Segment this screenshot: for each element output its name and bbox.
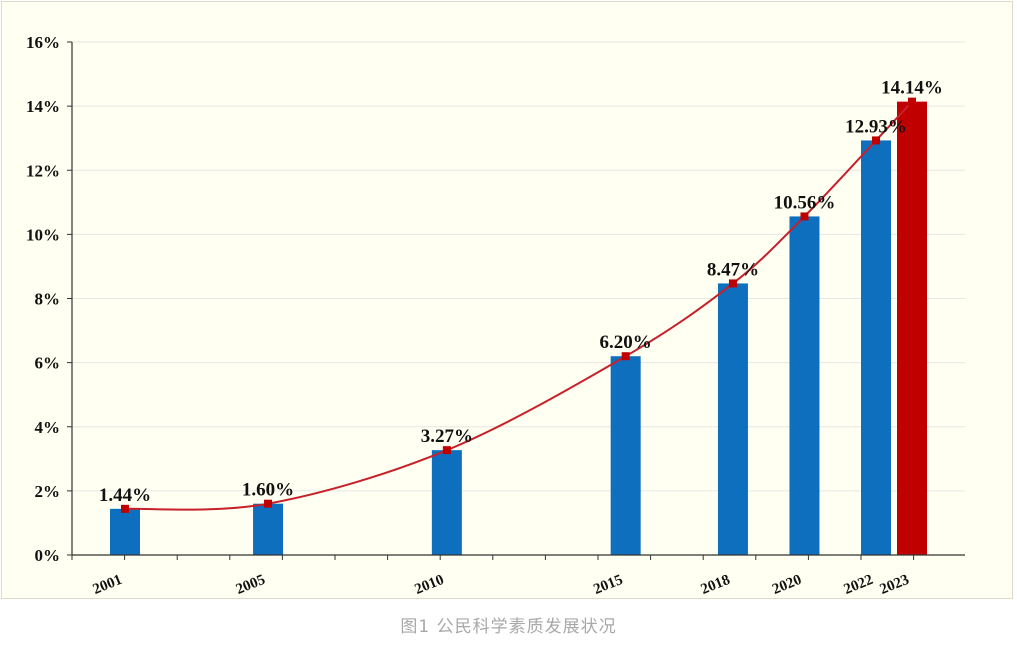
x-tick-label: 2018 bbox=[699, 572, 733, 598]
bar-highlight bbox=[897, 101, 927, 555]
trend-line bbox=[121, 97, 916, 513]
data-label: 6.20% bbox=[600, 332, 652, 353]
y-tick-label: 10% bbox=[26, 225, 60, 244]
x-tick-label: 2023 bbox=[878, 572, 912, 598]
axes bbox=[67, 41, 965, 560]
chart-frame: 0% 2% 4% 6% 8% 10% 12% 14% 16% 2001 2005 2010 2015 2… bbox=[1, 1, 1013, 599]
trend-line-marker bbox=[872, 136, 880, 145]
data-label: 1.44% bbox=[99, 485, 151, 506]
trend-line-marker bbox=[442, 446, 451, 455]
data-label: 3.27% bbox=[421, 426, 473, 447]
x-tick-label: 2005 bbox=[234, 572, 268, 598]
x-tick-label: 2022 bbox=[842, 572, 876, 598]
bars bbox=[110, 101, 927, 556]
y-tick-label: 12% bbox=[26, 161, 60, 180]
bar bbox=[110, 508, 140, 555]
trend-line-marker bbox=[728, 279, 737, 288]
y-tick-label: 16% bbox=[26, 33, 60, 52]
y-tick-label: 2% bbox=[35, 482, 61, 501]
data-label: 1.60% bbox=[242, 480, 294, 501]
trend-line-marker bbox=[264, 499, 273, 508]
y-tick-label: 14% bbox=[26, 97, 60, 116]
bar bbox=[861, 140, 891, 555]
y-tick-label: 4% bbox=[35, 418, 61, 437]
trend-line-marker bbox=[121, 504, 129, 513]
bar bbox=[253, 503, 284, 555]
data-label: 8.47% bbox=[707, 259, 759, 280]
bar-line-chart: 0%2%4%6%8%10%12%14%16% 2001 2005 2010 2015 2… bbox=[26, 33, 965, 598]
y-tick-label: 0% bbox=[35, 546, 61, 565]
bar bbox=[789, 216, 820, 556]
data-label: 14.14% bbox=[881, 78, 943, 99]
figure-caption: 图1 公民科学素质发展状况 bbox=[400, 617, 617, 637]
x-tick-label: 2015 bbox=[591, 572, 625, 598]
bar bbox=[610, 356, 641, 555]
trend-line-marker bbox=[621, 352, 630, 361]
y-tick-label: 6% bbox=[35, 354, 61, 373]
data-label: 12.93% bbox=[845, 116, 907, 137]
bar bbox=[717, 283, 748, 555]
y-axis-ticks: 0% 2% 4% 6% 8% 10% 12% 14% 16% bbox=[26, 33, 60, 565]
data-labels: 1.44% 1.60% 3.27% 6.20% 8.47% 10.56% 12.93% 14.… bbox=[99, 78, 943, 506]
data-label: 10.56% bbox=[774, 192, 836, 213]
bar bbox=[431, 450, 462, 555]
x-tick-label: 2020 bbox=[770, 572, 804, 598]
y-tick-label: 8% bbox=[35, 290, 61, 309]
x-axis-ticks: 2001 2005 2010 2015 2018 2020 2022 2023 bbox=[91, 572, 912, 598]
x-tick-label: 2001 bbox=[91, 572, 125, 598]
x-tick-label: 2010 bbox=[413, 572, 447, 598]
trend-line-marker bbox=[800, 212, 809, 221]
gridlines bbox=[72, 41, 965, 492]
trend-line-marker bbox=[908, 97, 916, 106]
